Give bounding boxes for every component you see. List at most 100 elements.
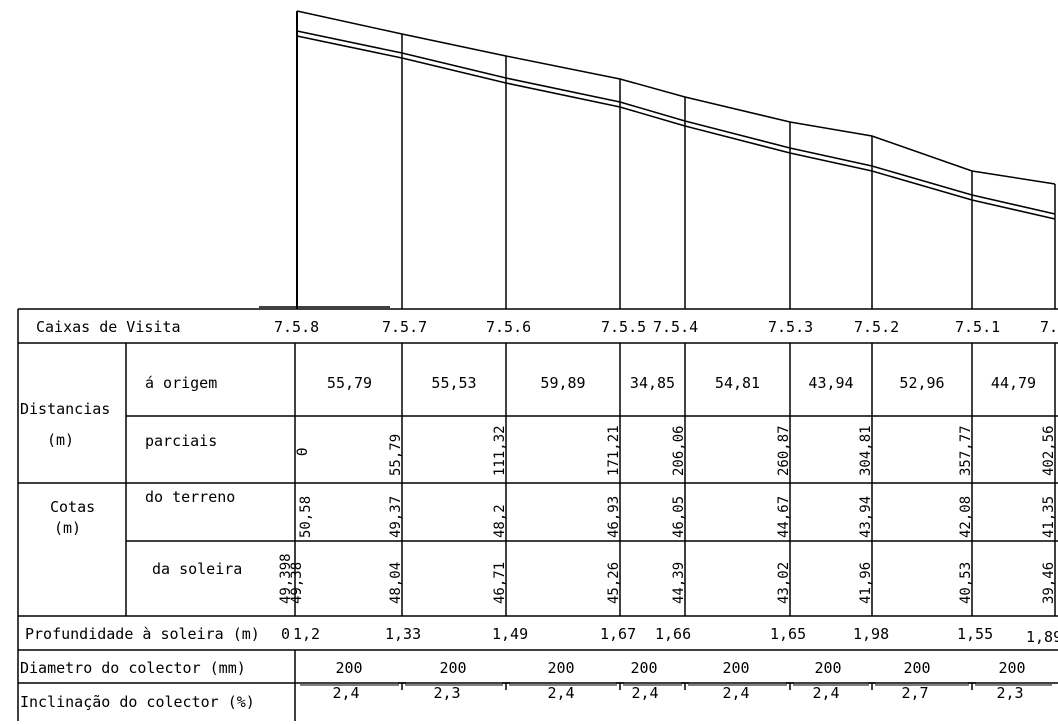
profundidade-value: 1,65 bbox=[770, 625, 806, 643]
cota-soleira-value: 46,71 bbox=[492, 562, 508, 604]
profundidade-row: 1,2 1,33 1,49 1,67 1,66 1,65 1,98 1,55 1,89 bbox=[293, 625, 1058, 646]
caixa-label: 7.5.1 bbox=[955, 318, 1000, 336]
distancia-parcial-value: 55,79 bbox=[327, 374, 372, 392]
diametro-value: 200 bbox=[439, 659, 466, 677]
distancia-origem-value: 206,06 bbox=[671, 425, 687, 476]
distancia-origem-value: 357,77 bbox=[958, 425, 974, 476]
profundidade-value: 1,89 bbox=[1026, 628, 1058, 646]
profundidade-value: 1,2 bbox=[293, 625, 320, 643]
profile-section bbox=[296, 10, 1056, 309]
cota-soleira-extra: 49,398 bbox=[278, 553, 294, 604]
row-headers: Caixas de Visita Distancias (m) á origem… bbox=[20, 318, 260, 711]
cota-terreno-value: 48,2 bbox=[492, 504, 508, 538]
pipe-top-line bbox=[296, 30, 1056, 215]
caixa-label: 7.5.5 bbox=[601, 318, 646, 336]
caixas-row: 7.5.8 7.5.7 7.5.6 7.5.5 7.5.4 7.5.3 7.5.2 7.5.1… bbox=[274, 318, 1058, 336]
distancia-origem-value: 171,21 bbox=[606, 425, 622, 476]
cota-terreno-value: 46,93 bbox=[606, 496, 622, 538]
inclinacao-header: Inclinação do colector (%) bbox=[20, 693, 255, 711]
distancias-parciais-row: 55,79 55,53 59,89 34,85 54,81 43,94 52,96 44,79 bbox=[327, 374, 1036, 392]
soleira-header: da soleira bbox=[152, 560, 242, 578]
cotas-header: Cotas bbox=[50, 498, 95, 516]
distancias-origem-row: Θ 55,79 111,32 171,21 206,06 260,87 304,81 357,… bbox=[295, 425, 1057, 476]
cota-soleira-value: 44,39 bbox=[671, 562, 687, 604]
profundidade-start: 0 bbox=[281, 625, 290, 643]
caixa-label: 7.5.2 bbox=[854, 318, 899, 336]
distancia-parcial-value: 59,89 bbox=[540, 374, 585, 392]
diametro-header: Diametro do colector (mm) bbox=[20, 659, 246, 677]
cota-terreno-value: 50,58 bbox=[298, 496, 314, 538]
cota-soleira-value: 41,96 bbox=[858, 562, 874, 604]
cota-soleira-value: 40,53 bbox=[958, 562, 974, 604]
diametro-value: 200 bbox=[335, 659, 362, 677]
distancia-origem-value: 304,81 bbox=[858, 425, 874, 476]
distancia-parcial-value: 55,53 bbox=[431, 374, 476, 392]
distancia-origem-value: 402,56 bbox=[1041, 425, 1057, 476]
caixa-label: 7.5.8 bbox=[274, 318, 319, 336]
diametro-value: 200 bbox=[903, 659, 930, 677]
distancia-origem-value: 55,79 bbox=[388, 434, 404, 476]
caixa-label: 7.5.3 bbox=[768, 318, 813, 336]
profundidade-header: Profundidade à soleira (m) bbox=[25, 625, 260, 643]
profundidade-value: 1,67 bbox=[600, 625, 636, 643]
inclinacao-value: 2,4 bbox=[812, 684, 839, 702]
cota-soleira-value: 43,02 bbox=[776, 562, 792, 604]
parciais-header: parciais bbox=[145, 432, 217, 450]
diametro-value: 200 bbox=[722, 659, 749, 677]
manhole-verticals bbox=[296, 11, 1056, 309]
distancia-origem-value: 111,32 bbox=[492, 425, 508, 476]
origem-header: á origem bbox=[145, 374, 217, 392]
profundidade-value: 1,33 bbox=[385, 625, 421, 643]
caixa-label: 7.5.7 bbox=[382, 318, 427, 336]
caixas-header: Caixas de Visita bbox=[36, 318, 181, 336]
distancia-parcial-value: 43,94 bbox=[808, 374, 853, 392]
profundidade-value: 1,98 bbox=[853, 625, 889, 643]
diametro-value: 200 bbox=[547, 659, 574, 677]
inclinacao-value: 2,4 bbox=[332, 684, 359, 702]
terreno-header: do terreno bbox=[145, 488, 235, 506]
distancia-parcial-value: 34,85 bbox=[630, 374, 675, 392]
caixa-label: 7.5 bbox=[1040, 318, 1058, 336]
cotas-unit: (m) bbox=[54, 519, 81, 537]
cota-soleira-value: 48,04 bbox=[388, 562, 404, 604]
cota-soleira-value: 39,46 bbox=[1041, 562, 1057, 604]
diametro-value: 200 bbox=[630, 659, 657, 677]
diametro-row: 200 200 200 200 200 200 200 200 bbox=[335, 659, 1025, 677]
cota-terreno-value: 44,67 bbox=[776, 496, 792, 538]
cotas-terreno-row: 50,58 49,37 48,2 46,93 46,05 44,67 43,94 42,08 4… bbox=[298, 496, 1057, 538]
profundidade-value: 1,66 bbox=[655, 625, 691, 643]
inclinacao-value: 2,4 bbox=[547, 684, 574, 702]
distancia-origem-value: 260,87 bbox=[776, 425, 792, 476]
terrain-line bbox=[296, 10, 1056, 185]
diametro-value: 200 bbox=[998, 659, 1025, 677]
distancia-parcial-value: 52,96 bbox=[899, 374, 944, 392]
inclinacao-value: 2,3 bbox=[433, 684, 460, 702]
slope-ticks bbox=[300, 682, 1052, 690]
cota-terreno-value: 43,94 bbox=[858, 496, 874, 538]
distancia-origem-value: Θ bbox=[295, 448, 311, 456]
distancia-parcial-value: 54,81 bbox=[715, 374, 760, 392]
distancias-header: Distancias bbox=[20, 400, 110, 418]
inclinacao-value: 2,3 bbox=[996, 684, 1023, 702]
cotas-soleira-row: 49,38 48,04 46,71 45,26 44,39 43,02 41,96 40,53… bbox=[289, 562, 1057, 604]
inclinacao-value: 2,4 bbox=[631, 684, 658, 702]
cota-soleira-value: 45,26 bbox=[606, 562, 622, 604]
distancia-parcial-value: 44,79 bbox=[991, 374, 1036, 392]
table-column-dividers bbox=[401, 343, 1056, 616]
diametro-value: 200 bbox=[814, 659, 841, 677]
caixa-label: 7.5.4 bbox=[653, 318, 698, 336]
cota-soleira-value: 49,38 bbox=[289, 562, 305, 604]
caixa-label: 7.5.6 bbox=[486, 318, 531, 336]
inclinacao-row: 2,4 2,3 2,4 2,4 2,4 2,4 2,7 2,3 bbox=[332, 684, 1023, 702]
pipe-bottom-line bbox=[296, 35, 1056, 220]
profundidade-value: 1,49 bbox=[492, 625, 528, 643]
cota-terreno-value: 49,37 bbox=[388, 496, 404, 538]
profile-table-frame bbox=[17, 306, 1058, 721]
cota-terreno-value: 46,05 bbox=[671, 496, 687, 538]
inclinacao-value: 2,7 bbox=[901, 684, 928, 702]
distancias-unit: (m) bbox=[47, 431, 74, 449]
cota-terreno-value: 41,35 bbox=[1041, 496, 1057, 538]
cota-terreno-value: 42,08 bbox=[958, 496, 974, 538]
inclinacao-value: 2,4 bbox=[722, 684, 749, 702]
